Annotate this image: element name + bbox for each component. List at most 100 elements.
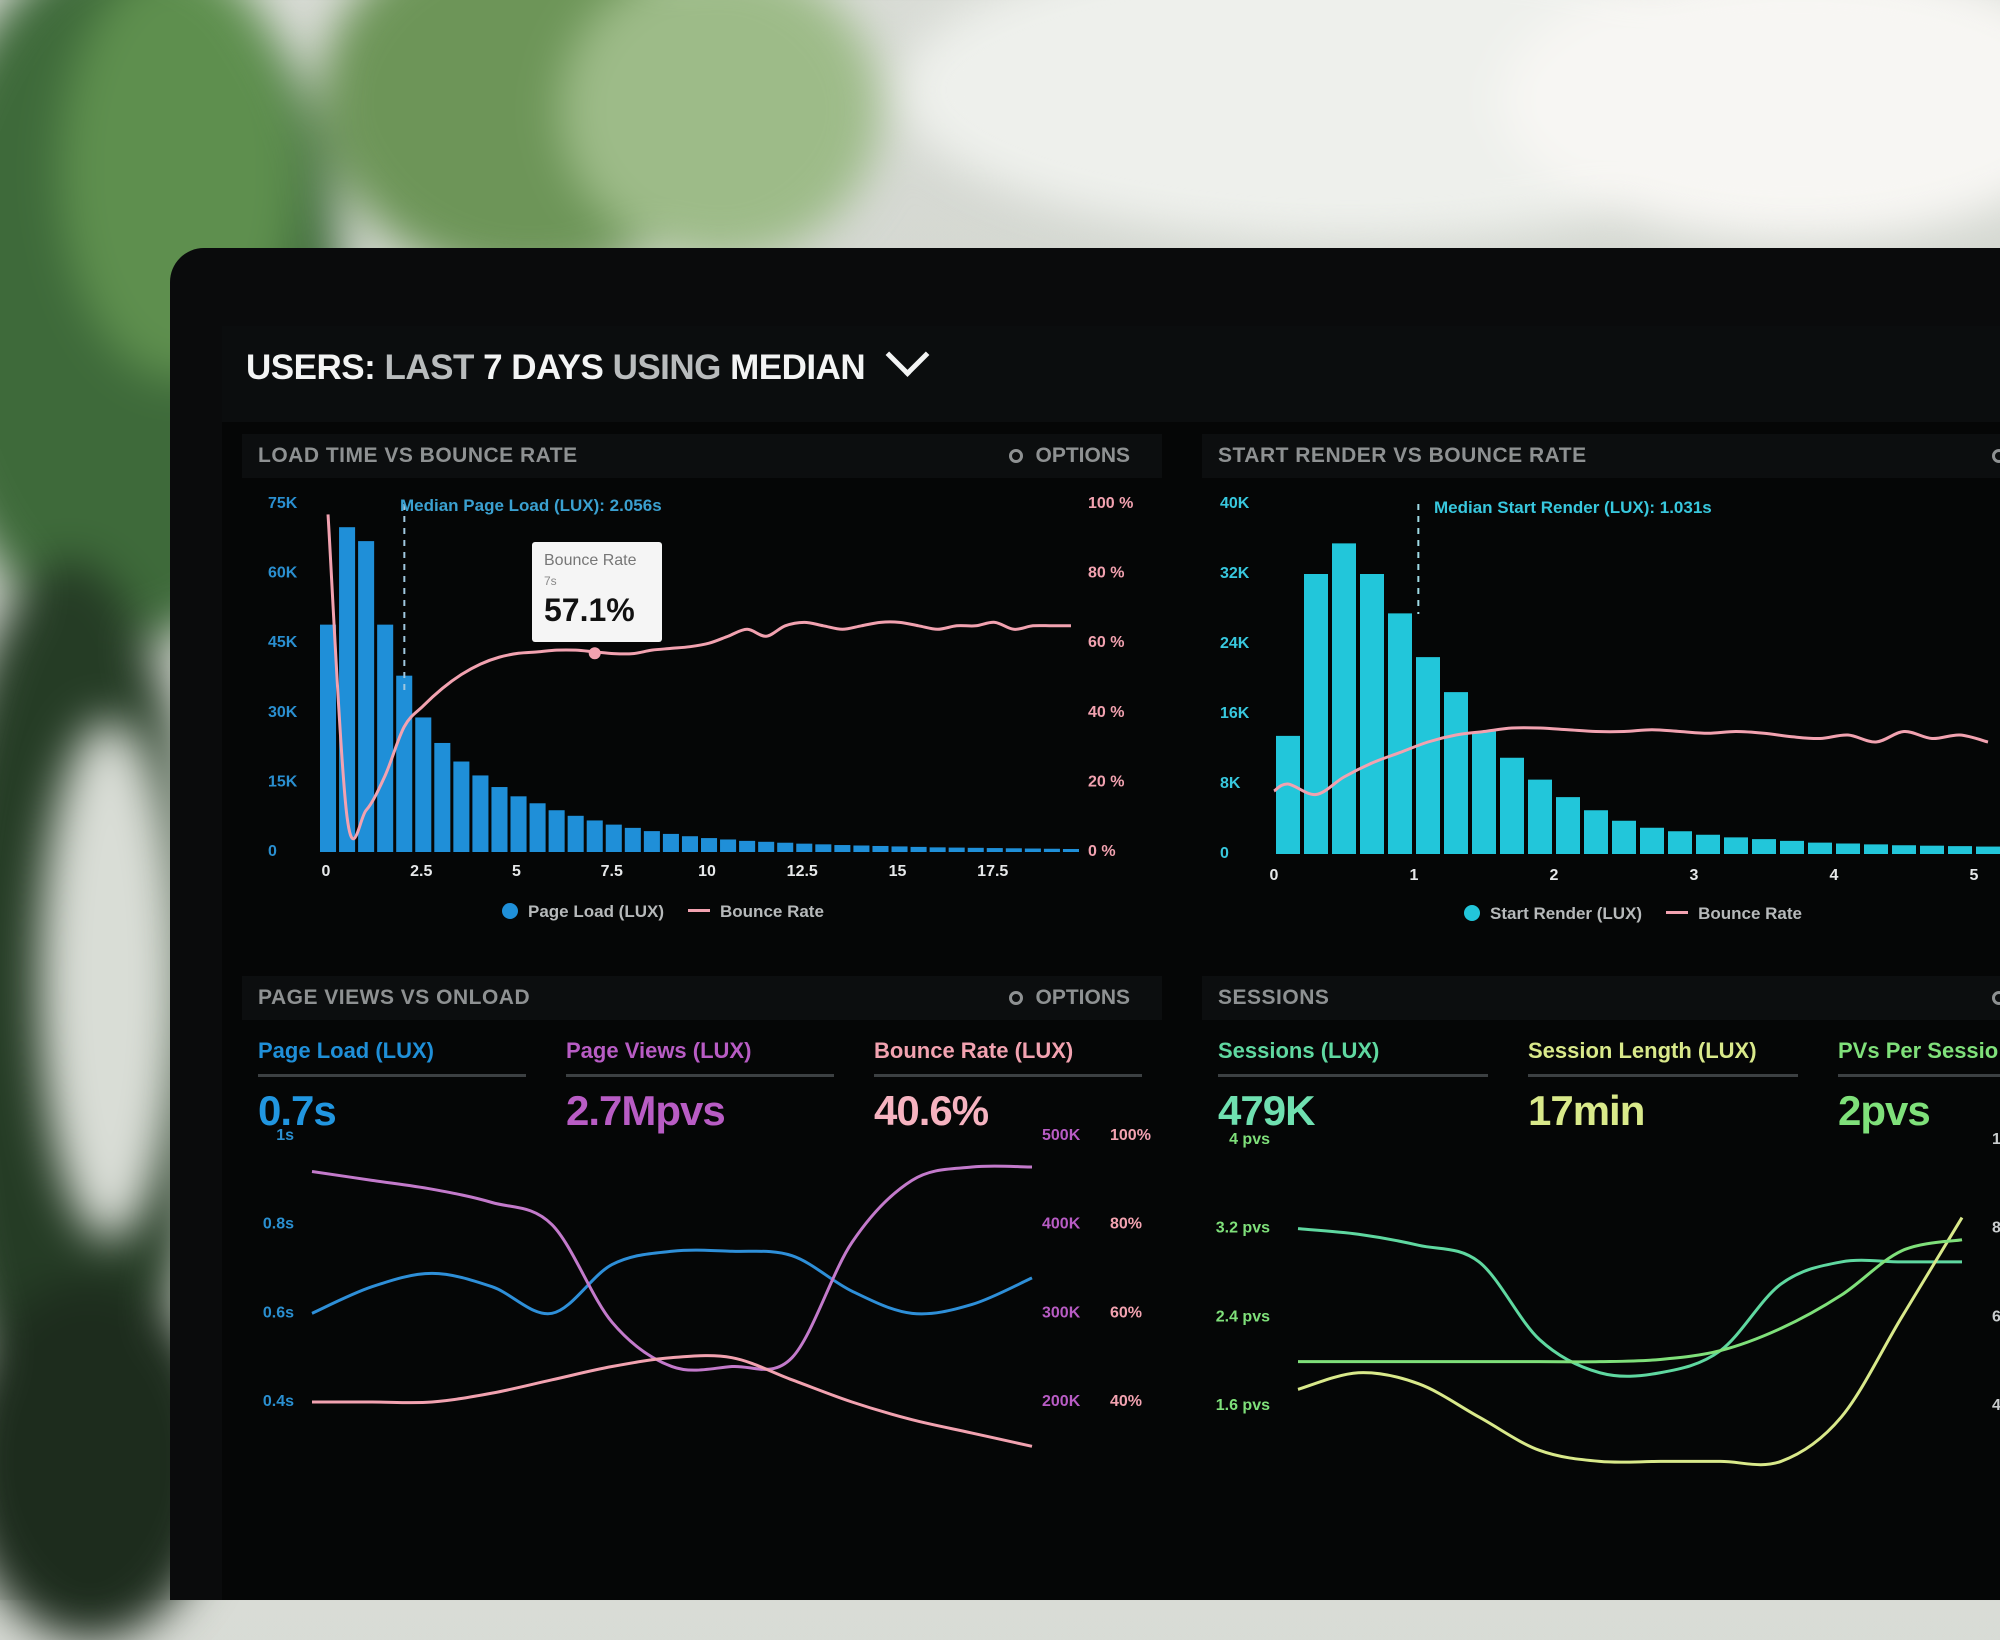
gear-icon (1009, 449, 1024, 463)
metric-rule (1838, 1074, 2000, 1077)
options-button[interactable] (1992, 444, 2000, 468)
y-tick-mid: 400K (1042, 1216, 1081, 1233)
y-tick-left: 32K (1220, 565, 1250, 582)
legend-series2: Bounce Rate (720, 902, 824, 921)
metric-rule (566, 1074, 834, 1077)
options-button[interactable]: OPTIONS (1009, 444, 1130, 468)
metric-bounce-rate: Bounce Rate (LUX) 40.6% (874, 1038, 1142, 1135)
session-length-line (1297, 1216, 1964, 1467)
title-using: USING (612, 348, 722, 387)
panel-sessions: SESSIONS Sessions (LUX) 479K Session Len… (1202, 976, 2000, 1600)
bar (510, 796, 527, 852)
panel-header: PAGE VIEWS VS ONLOAD OPTIONS (242, 976, 1162, 1020)
x-tick: 5 (1970, 867, 1979, 884)
y-tick-left: 24K (1220, 635, 1250, 652)
options-label: OPTIONS (1035, 444, 1130, 467)
y-tick-left: 0.6s (263, 1304, 294, 1321)
metric-rule (1528, 1074, 1798, 1077)
bar (815, 844, 832, 852)
x-tick: 17.5 (977, 863, 1008, 880)
bar (1612, 820, 1636, 854)
load-time-chart: 75K 60K 45K 30K 15K 0 100 % 80 % 60 % 40 % 20 % 0 %… (268, 495, 1133, 880)
metric-value: 40.6% (874, 1087, 989, 1134)
metric-label: Page Views (LUX) (566, 1038, 752, 1063)
y-tick-right: 4 (1992, 1397, 2000, 1414)
bar (1696, 834, 1720, 854)
bar (720, 839, 737, 852)
panel-start-render: START RENDER VS BOUNCE RATE 40K 32K 24K 16K… (1202, 434, 2000, 954)
bar (891, 846, 908, 852)
chevron-down-icon[interactable] (886, 333, 930, 377)
bar (1043, 848, 1060, 852)
metric-value: 0.7s (258, 1087, 337, 1134)
y-tick-right: 20 % (1088, 773, 1124, 790)
y-tick-right: 1 (1992, 1131, 2000, 1148)
legend-series1: Start Render (LUX) (1490, 904, 1643, 923)
legend-dot (1464, 905, 1480, 921)
bar (1920, 845, 1944, 854)
bar (567, 815, 584, 852)
bar (1304, 574, 1328, 854)
x-tick: 2 (1550, 867, 1559, 884)
metric-page-load: Page Load (LUX) 0.7s (258, 1038, 526, 1135)
bar (929, 847, 946, 852)
metric-label: Sessions (LUX) (1218, 1038, 1380, 1063)
x-tick: 7.5 (601, 863, 623, 880)
panel-title: PAGE VIEWS VS ONLOAD (258, 986, 531, 1009)
bar (472, 775, 489, 852)
legend-series1: Page Load (LUX) (528, 902, 665, 921)
bar (624, 827, 641, 852)
bar (1808, 842, 1832, 854)
tooltip-point (588, 647, 601, 660)
metric-label: Page Load (LUX) (258, 1038, 435, 1063)
x-tick: 10 (698, 863, 716, 880)
metric-value: 479K (1218, 1087, 1315, 1134)
panel-title: SESSIONS (1218, 986, 1330, 1009)
title-days: 7 DAYS (483, 348, 604, 387)
bar (701, 838, 718, 852)
bar (434, 742, 451, 852)
legend-dot (502, 903, 518, 919)
panel-page-views: PAGE VIEWS VS ONLOAD OPTIONS Page Load (… (242, 976, 1162, 1600)
bar (1556, 797, 1580, 854)
metric-pvs-per-session: PVs Per Sessio 2pvs (1838, 1038, 2000, 1135)
bar (739, 840, 756, 852)
options-button[interactable]: OPTIONS (1009, 986, 1130, 1010)
y-tick-mid: 500K (1042, 1127, 1081, 1144)
bar (1444, 692, 1468, 854)
bar (1752, 839, 1776, 854)
bar (1892, 845, 1916, 854)
y-tick-left: 3.2 pvs (1216, 1220, 1270, 1237)
bar (491, 787, 508, 852)
tooltip: Bounce Rate 7s 57.1% (532, 542, 662, 642)
bar (396, 675, 413, 852)
x-tick: 12.5 (787, 863, 818, 880)
bounce-rate-line (326, 514, 1071, 841)
bar (777, 842, 794, 852)
options-button[interactable] (1992, 986, 2000, 1010)
y-tick-left: 0.8s (263, 1216, 294, 1233)
bounce-rate-line (312, 1354, 1033, 1448)
y-tick-left: 16K (1220, 705, 1250, 722)
title-last: LAST (384, 348, 474, 387)
bar (415, 717, 432, 852)
panel-header: LOAD TIME VS BOUNCE RATE OPTIONS (242, 434, 1162, 478)
panel-load-time: LOAD TIME VS BOUNCE RATE OPTIONS 75K 60K 4… (242, 434, 1162, 954)
legend: Page Load (LUX) Bounce Rate (502, 902, 824, 922)
bar (1640, 827, 1664, 854)
x-tick: 5 (512, 863, 521, 880)
bar (1388, 613, 1412, 854)
page-title[interactable]: USERS: LAST 7 DAYS USING MEDIAN (246, 333, 930, 388)
metric-label: Session Length (LUX) (1528, 1038, 1757, 1063)
bar (948, 847, 965, 852)
y-tick-left: 40K (1220, 495, 1250, 512)
bar (872, 845, 889, 852)
bar (681, 836, 698, 852)
y-tick-left: 60K (268, 565, 298, 582)
y-tick-right: 40 % (1088, 704, 1124, 721)
bar (1472, 731, 1496, 854)
metric-rule (258, 1074, 526, 1077)
bar (986, 848, 1003, 852)
bar (548, 810, 565, 852)
tooltip-title: Bounce Rate (544, 552, 637, 569)
